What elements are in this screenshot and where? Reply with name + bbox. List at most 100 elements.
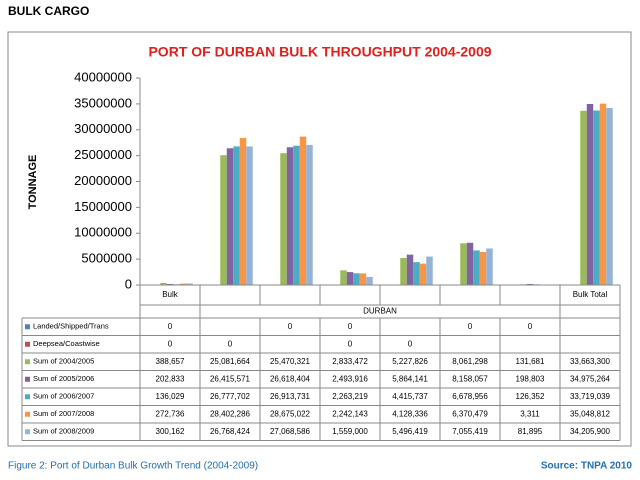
legend-label: Sum of 2005/2006 [33, 374, 94, 383]
data-label: 26,415,571 [210, 374, 251, 383]
section-header: BULK CARGO [8, 4, 89, 18]
data-label: 0 [288, 322, 293, 331]
data-label: 388,657 [156, 357, 185, 366]
bar [593, 110, 600, 286]
data-label: 26,768,424 [210, 427, 251, 436]
bar [479, 252, 487, 285]
chart-title: PORT OF DURBAN BULK THROUGHPUT 2004-2009 [148, 44, 491, 60]
y-tick-label: 5000000 [81, 251, 132, 266]
data-label: 2,242,143 [332, 409, 368, 418]
bar [353, 273, 360, 285]
bar [299, 136, 307, 285]
data-label: 0 [348, 322, 353, 331]
bar [359, 273, 367, 285]
bar [599, 103, 607, 285]
data-label: 27,068,586 [270, 427, 311, 436]
bar [366, 276, 373, 285]
data-label: 33,663,300 [570, 357, 611, 366]
data-label: 0 [228, 339, 233, 348]
data-label: 26,777,702 [210, 392, 251, 401]
bar [179, 283, 187, 285]
data-label: 4,415,737 [392, 392, 428, 401]
bar [486, 248, 493, 285]
y-axis-label: TONNAGE [27, 155, 39, 210]
data-label: 202,833 [156, 374, 185, 383]
data-label: 0 [468, 322, 473, 331]
legend-swatch [25, 376, 30, 382]
legend-label: Sum of 2008/2009 [33, 427, 94, 436]
source-note: Source: TNPA 2010 [541, 461, 633, 472]
data-label: 34,205,900 [570, 427, 611, 436]
bar [586, 104, 594, 285]
data-label: 5,496,419 [392, 427, 428, 436]
data-label: 0 [168, 339, 173, 348]
legend-swatch [25, 429, 30, 435]
legend-label: Sum of 2004/2005 [33, 357, 94, 366]
bar [306, 144, 313, 285]
group-label: DURBAN [363, 307, 397, 316]
bar [419, 263, 427, 285]
y-tick-label: 10000000 [74, 225, 132, 240]
data-label: 3,311 [520, 409, 540, 418]
data-label: 136,029 [156, 392, 185, 401]
data-label: 26,913,731 [270, 392, 311, 401]
y-tick-label: 0 [125, 276, 132, 291]
bar [246, 146, 253, 285]
data-label: 26,618,404 [270, 374, 311, 383]
data-label: 8,061,298 [452, 357, 488, 366]
data-label: 2,263,219 [332, 392, 368, 401]
y-tick-label: 15000000 [74, 199, 132, 214]
data-label: 28,675,022 [270, 409, 311, 418]
legend-swatch [25, 324, 30, 330]
bar [239, 138, 247, 285]
bar [413, 262, 420, 285]
data-label: 2,833,472 [332, 357, 368, 366]
bar [473, 250, 480, 285]
bar [400, 257, 407, 285]
y-tick-label: 30000000 [74, 121, 132, 136]
data-label: 0 [408, 339, 413, 348]
data-label: 25,081,664 [210, 357, 251, 366]
data-label: 5,227,826 [392, 357, 428, 366]
bar [346, 272, 354, 285]
bar [293, 145, 300, 285]
data-label: 131,681 [516, 357, 545, 366]
data-label: 1,559,000 [332, 427, 368, 436]
bar [606, 107, 613, 285]
data-label: 35,048,812 [570, 409, 611, 418]
bar [160, 282, 167, 285]
data-label: 7,055,419 [452, 427, 488, 436]
bar [406, 254, 414, 285]
bar [186, 283, 193, 285]
data-label: 25,470,321 [270, 357, 311, 366]
bar [340, 270, 347, 285]
bar [580, 110, 587, 285]
bar [460, 243, 467, 285]
data-label: 272,736 [156, 409, 185, 418]
bar [526, 283, 534, 285]
bar [226, 148, 234, 285]
y-tick-label: 40000000 [74, 69, 132, 84]
bar [220, 155, 227, 285]
legend-swatch [25, 359, 30, 365]
data-label: 0 [528, 322, 533, 331]
data-label: 81,895 [518, 427, 543, 436]
data-label: 2,493,916 [332, 374, 368, 383]
y-tick-label: 20000000 [74, 173, 132, 188]
data-label: 6,678,956 [452, 392, 488, 401]
data-label: 8,158,057 [452, 374, 488, 383]
data-label: 0 [348, 339, 353, 348]
legend-label: Landed/Shipped/Trans [33, 322, 109, 331]
legend-label: Sum of 2007/2008 [33, 409, 94, 418]
data-label: 5,864,141 [392, 374, 428, 383]
data-label: 4,128,336 [392, 409, 428, 418]
legend-label: Sum of 2006/2007 [33, 392, 94, 401]
data-label: 198,803 [516, 374, 545, 383]
category-label: Bulk [162, 290, 179, 299]
data-label: 300,162 [156, 427, 185, 436]
data-label: 34,975,264 [570, 374, 611, 383]
data-label: 126,352 [516, 392, 545, 401]
category-label: Bulk Total [573, 290, 608, 299]
